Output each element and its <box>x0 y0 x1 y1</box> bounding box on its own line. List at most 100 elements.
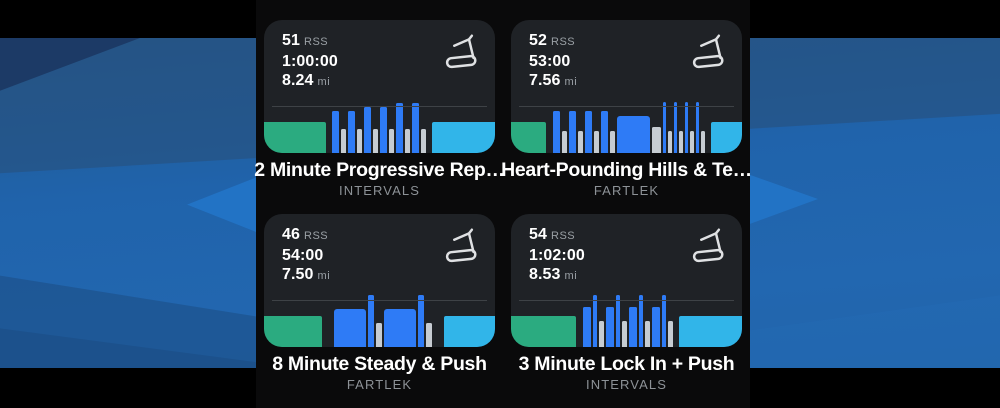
workout-card[interactable]: 46 RSS 54:00 7.50 mi <box>264 214 495 347</box>
work-segment <box>695 102 699 153</box>
workout-intensity-chart <box>511 294 742 347</box>
recovery-segment <box>678 131 683 153</box>
work-segment <box>568 111 576 153</box>
work-segment <box>661 295 666 347</box>
work-segment <box>364 107 371 153</box>
workout-stats: 54 RSS 1:02:00 8.53 mi <box>529 225 585 286</box>
distance-unit-label: mi <box>564 76 578 88</box>
recovery-segment <box>373 129 378 153</box>
workout-stats: 46 RSS 54:00 7.50 mi <box>282 225 330 286</box>
work-segment <box>651 307 660 347</box>
recovery-segment <box>700 131 705 153</box>
work-segment <box>384 309 416 347</box>
work-segment <box>628 307 637 347</box>
recovery-segment <box>426 323 432 347</box>
warmup-segment <box>511 122 546 153</box>
warmup-segment <box>264 316 322 347</box>
work-segment <box>600 111 608 153</box>
work-segment <box>615 295 620 347</box>
workout-intensity-chart <box>511 100 742 153</box>
work-segment <box>616 116 650 153</box>
work-segment <box>348 111 355 153</box>
rss-unit-label: RSS <box>551 230 576 242</box>
work-segment <box>638 295 643 347</box>
recovery-segment <box>405 129 410 153</box>
duration-stat: 54:00 <box>282 247 324 264</box>
workout-stats: 52 RSS 53:00 7.56 mi <box>529 31 577 92</box>
distance-stat: 7.56 mi <box>529 72 578 89</box>
cooldown-segment <box>679 316 742 347</box>
work-segment <box>380 107 387 153</box>
workout-card[interactable]: 52 RSS 53:00 7.56 mi <box>511 20 742 153</box>
duration-stat: 53:00 <box>529 53 571 70</box>
workout-category: INTERVALS <box>339 183 420 198</box>
distance-unit-label: mi <box>317 76 331 88</box>
recovery-segment <box>609 131 615 153</box>
work-segment <box>673 102 677 153</box>
work-segment <box>334 309 366 347</box>
workout-title: 2 Minute Progressive Rep… <box>254 159 505 181</box>
work-segment <box>592 295 597 347</box>
duration-stat: 1:02:00 <box>529 247 585 264</box>
threshold-line <box>519 300 734 301</box>
distance-stat: 8.53 mi <box>529 266 578 283</box>
workout-category: FARTLEK <box>593 183 660 198</box>
cooldown-segment <box>432 122 495 153</box>
recovery-segment <box>561 131 567 153</box>
distance-unit-label: mi <box>564 270 578 282</box>
cooldown-segment <box>711 122 742 153</box>
work-segment <box>412 103 419 153</box>
work-segment <box>368 295 374 347</box>
work-segment <box>684 102 688 153</box>
work-segment <box>582 307 591 347</box>
threshold-line <box>519 106 734 107</box>
recovery-segment <box>593 131 599 153</box>
rss-stat: 51 RSS <box>282 32 329 49</box>
warmup-segment <box>511 316 576 347</box>
cooldown-segment <box>444 316 495 347</box>
work-segment <box>418 295 424 347</box>
workout-card[interactable]: 51 RSS 1:00:00 8.24 mi <box>264 20 495 153</box>
workout-intensity-chart <box>264 294 495 347</box>
workout-intensity-chart <box>264 100 495 153</box>
distance-stat: 8.24 mi <box>282 72 331 89</box>
workout-category: INTERVALS <box>586 377 667 392</box>
treadmill-icon <box>445 228 477 263</box>
workout-tile: 54 RSS 1:02:00 8.53 mi 3 Minute Lock In + … <box>503 204 750 408</box>
work-segment <box>584 111 592 153</box>
recovery-segment <box>357 129 362 153</box>
recovery-segment <box>389 129 394 153</box>
rss-stat: 52 RSS <box>529 32 576 49</box>
recovery-segment <box>376 323 382 347</box>
rss-unit-label: RSS <box>304 36 329 48</box>
work-segment <box>662 102 666 153</box>
workout-category: FARTLEK <box>346 377 413 392</box>
distance-stat: 7.50 mi <box>282 266 331 283</box>
rss-unit-label: RSS <box>551 36 576 48</box>
recovery-segment <box>421 129 426 153</box>
workout-card[interactable]: 54 RSS 1:02:00 8.53 mi <box>511 214 742 347</box>
warmup-segment <box>264 122 326 153</box>
recovery-segment <box>667 131 672 153</box>
recovery-segment <box>621 321 627 347</box>
workout-tile: 51 RSS 1:00:00 8.24 mi 2 Minute Progressiv… <box>254 0 505 204</box>
treadmill-icon <box>445 34 477 69</box>
threshold-line <box>272 106 487 107</box>
distance-unit-label: mi <box>317 270 331 282</box>
rss-stat: 46 RSS <box>282 226 329 243</box>
work-segment <box>552 111 560 153</box>
duration-stat: 1:00:00 <box>282 53 338 70</box>
work-segment <box>396 103 403 153</box>
workout-title: Heart-Pounding Hills & Te… <box>501 159 752 181</box>
workout-tile: 46 RSS 54:00 7.50 mi 8 Minute Steady & Pus… <box>256 204 503 408</box>
workout-title: 3 Minute Lock In + Push <box>518 353 735 375</box>
threshold-line <box>272 300 487 301</box>
workout-tile: 52 RSS 53:00 7.56 mi Heart-Pounding Hills … <box>501 0 752 204</box>
rss-stat: 54 RSS <box>529 226 576 243</box>
recovery-segment <box>667 321 673 347</box>
rss-unit-label: RSS <box>304 230 329 242</box>
recovery-segment <box>341 129 346 153</box>
work-segment <box>605 307 614 347</box>
recovery-segment <box>689 131 694 153</box>
